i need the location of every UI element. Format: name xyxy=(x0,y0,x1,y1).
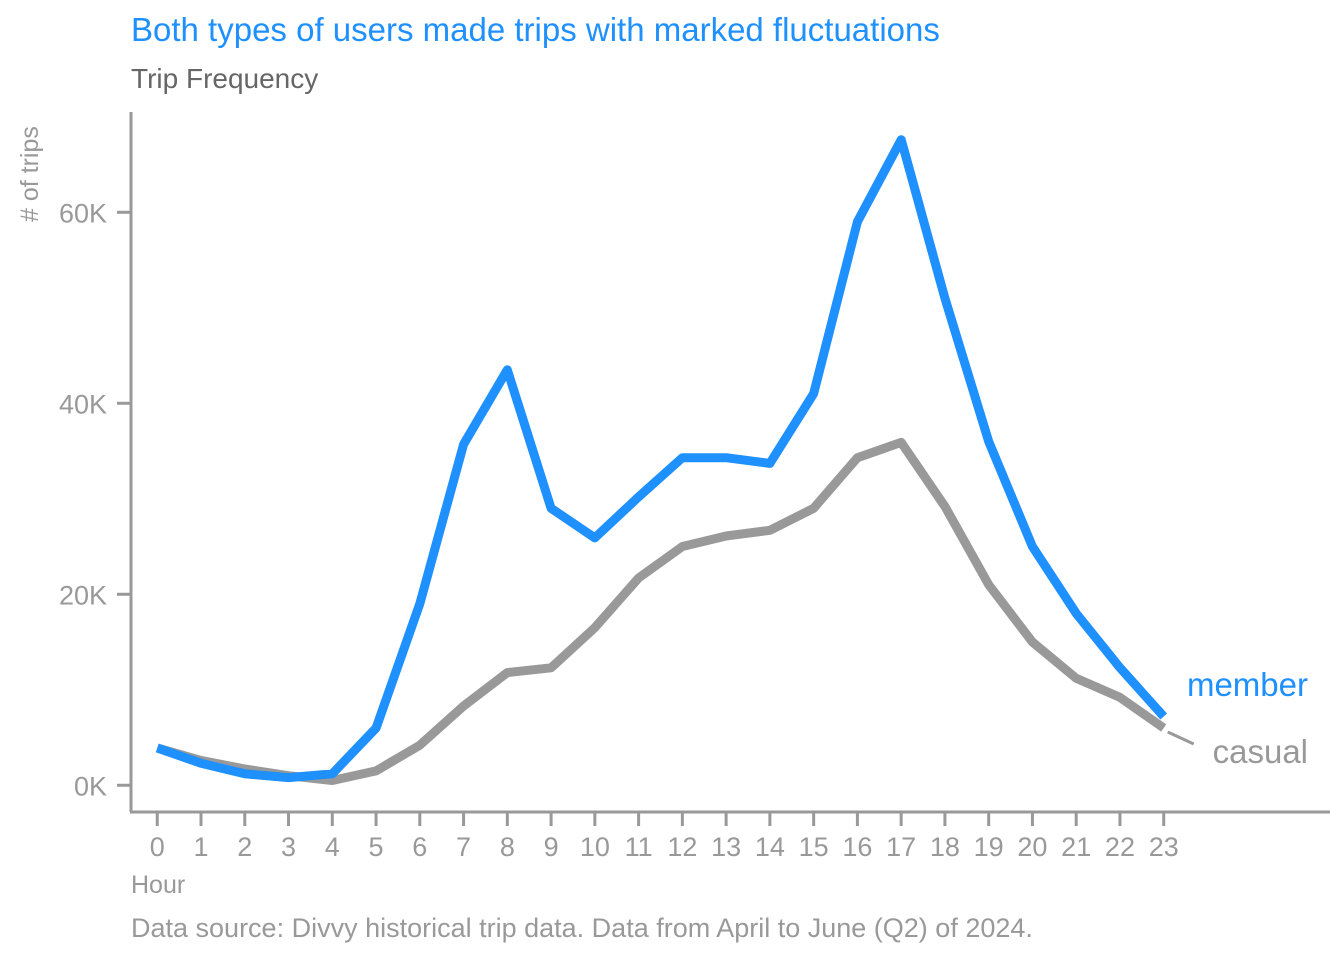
x-tick-label: 10 xyxy=(580,832,610,862)
x-axis-title: Hour xyxy=(131,871,185,899)
y-tick-label: 40K xyxy=(59,389,107,419)
x-tick-label: 16 xyxy=(842,832,872,862)
casual-leader-line xyxy=(1167,730,1195,746)
series-labels: member casual xyxy=(1167,666,1308,770)
series-line-casual xyxy=(156,437,1167,785)
x-tick-label: 21 xyxy=(1061,832,1091,862)
chart-title: Both types of users made trips with mark… xyxy=(131,11,940,48)
y-tick-label: 20K xyxy=(59,580,107,610)
series-lines xyxy=(155,135,1168,785)
x-tick-label: 6 xyxy=(412,832,427,862)
x-tick-label: 17 xyxy=(886,832,916,862)
x-tick-label: 9 xyxy=(544,832,559,862)
y-axis-title: # of trips xyxy=(16,126,44,222)
x-tick-label: 4 xyxy=(325,832,340,862)
x-tick-label: 13 xyxy=(711,832,741,862)
x-tick-label: 2 xyxy=(237,832,252,862)
x-ticks: 0 1 2 3 4 5 6 7 8 9 10 11 12 13 14 15 16 17 18 19 20 21 22 23 xyxy=(150,813,1179,862)
y-ticks: 0K 20K 40K 60K xyxy=(59,198,130,801)
x-tick-label: 23 xyxy=(1149,832,1179,862)
axes xyxy=(129,112,1330,814)
x-tick-label: 20 xyxy=(1017,832,1047,862)
x-tick-label: 1 xyxy=(193,832,208,862)
x-tick-label: 18 xyxy=(930,832,960,862)
x-tick-label: 8 xyxy=(500,832,515,862)
x-tick-label: 12 xyxy=(667,832,697,862)
chart-caption: Data source: Divvy historical trip data.… xyxy=(131,913,1033,943)
x-tick-label: 15 xyxy=(799,832,829,862)
x-tick-label: 11 xyxy=(625,832,653,862)
series-label-casual: casual xyxy=(1213,733,1308,770)
x-tick-label: 19 xyxy=(974,832,1004,862)
x-tick-label: 3 xyxy=(281,832,296,862)
x-tick-label: 7 xyxy=(456,832,471,862)
series-line-member xyxy=(155,135,1168,783)
y-tick-label: 60K xyxy=(59,198,107,228)
x-tick-label: 22 xyxy=(1105,832,1135,862)
chart-subtitle: Trip Frequency xyxy=(131,63,318,94)
x-tick-label: 0 xyxy=(150,832,165,862)
x-tick-label: 5 xyxy=(369,832,384,862)
series-label-member: member xyxy=(1187,666,1308,703)
y-tick-label: 0K xyxy=(74,771,107,801)
x-tick-label: 14 xyxy=(755,832,785,862)
